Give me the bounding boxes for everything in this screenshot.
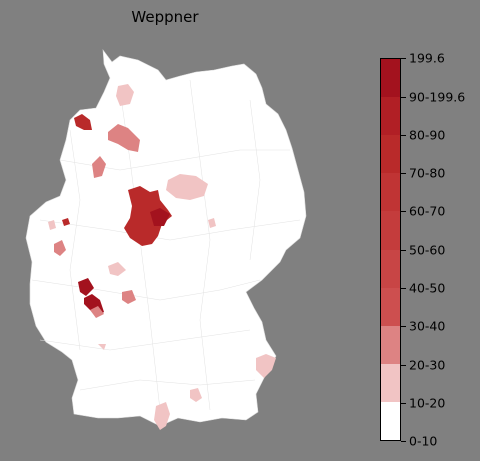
legend-label: 0-10 — [409, 433, 438, 449]
legend-label: 60-70 — [409, 203, 446, 219]
legend-tick — [401, 288, 406, 289]
district-osnabrueck — [92, 156, 106, 178]
legend-tick — [401, 211, 406, 212]
legend-swatch-9 — [381, 59, 400, 98]
district-rosenheim — [190, 388, 202, 402]
district-bremen — [74, 114, 92, 130]
district-fulda — [150, 208, 170, 226]
legend-tick — [401, 441, 406, 442]
legend-tick — [401, 58, 406, 59]
legend-tick — [401, 250, 406, 251]
legend-swatch-4 — [381, 249, 400, 288]
district-karlsruhe — [98, 344, 106, 350]
legend-tick — [401, 326, 406, 327]
legend-label: 50-60 — [409, 242, 446, 258]
district-gotha — [108, 262, 126, 276]
legend-label: 10-20 — [409, 395, 446, 411]
legend-tick — [401, 173, 406, 174]
district-fills — [48, 84, 276, 430]
legend-swatch-6 — [381, 173, 400, 212]
legend-colorbar — [380, 58, 401, 441]
legend-swatch-7 — [381, 135, 400, 174]
legend-label: 90-199.6 — [409, 89, 466, 105]
legend-swatch-1 — [381, 363, 400, 402]
district-aachen — [48, 220, 56, 230]
legend-swatch-5 — [381, 211, 400, 250]
legend-label: 80-90 — [409, 127, 446, 143]
legend-swatch-0 — [381, 401, 400, 440]
district-mannheim — [90, 306, 104, 318]
legend-label: 199.6 — [409, 50, 445, 66]
legend-tick — [401, 403, 406, 404]
legend-tick — [401, 135, 406, 136]
district-koeln — [62, 218, 70, 226]
legend-tick — [401, 97, 406, 98]
district-passau — [256, 354, 276, 378]
legend-swatch-2 — [381, 325, 400, 364]
legend-label: 70-80 — [409, 165, 446, 181]
district-kiel — [116, 84, 134, 106]
legend-tick — [401, 365, 406, 366]
district-garmisch — [154, 402, 170, 430]
district-sued-neds — [208, 218, 216, 228]
district-wuerzburg — [122, 290, 136, 304]
district-mainz — [78, 278, 94, 296]
legend-swatch-3 — [381, 287, 400, 326]
district-siegen — [54, 240, 66, 256]
district-hannover — [108, 124, 140, 152]
legend-swatch-8 — [381, 97, 400, 136]
district-magdeburg — [166, 174, 208, 200]
legend-label: 40-50 — [409, 280, 446, 296]
district-kassel — [124, 186, 172, 246]
legend-label: 30-40 — [409, 318, 446, 334]
legend-label: 20-30 — [409, 357, 446, 373]
map-title: Weppner — [131, 8, 199, 26]
